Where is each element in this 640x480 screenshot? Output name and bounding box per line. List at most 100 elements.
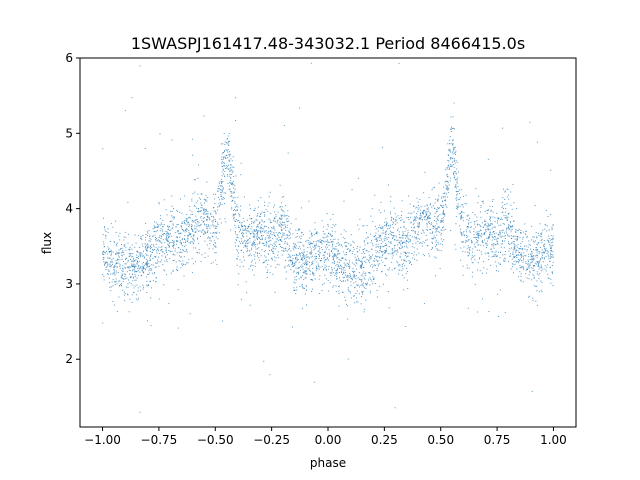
data-point	[430, 224, 432, 226]
data-point	[212, 221, 214, 223]
data-point	[362, 275, 364, 277]
data-point	[399, 264, 401, 266]
data-point	[426, 224, 428, 226]
data-point	[278, 243, 280, 245]
data-point	[385, 242, 387, 244]
data-point	[466, 248, 468, 250]
data-point	[108, 249, 110, 251]
data-point	[538, 264, 540, 266]
data-point	[309, 246, 311, 248]
data-point	[379, 250, 381, 252]
data-point	[497, 217, 499, 219]
data-point	[458, 198, 460, 200]
data-point	[326, 253, 328, 255]
data-point	[460, 247, 462, 249]
data-point	[330, 218, 332, 220]
data-point	[341, 272, 343, 274]
data-point	[448, 155, 450, 157]
data-point	[452, 151, 454, 153]
data-point	[285, 234, 287, 236]
data-point	[191, 211, 193, 213]
data-point	[445, 205, 447, 207]
data-point	[279, 232, 281, 234]
data-point	[158, 265, 160, 267]
data-point	[168, 226, 170, 228]
data-point	[361, 258, 363, 260]
data-point	[224, 150, 226, 152]
data-point	[337, 253, 339, 255]
data-point	[348, 290, 350, 292]
data-point	[472, 271, 474, 273]
data-point	[401, 242, 403, 244]
data-point	[125, 249, 127, 251]
data-point	[380, 259, 382, 261]
data-point	[225, 149, 227, 151]
data-point	[473, 228, 475, 230]
data-point	[435, 198, 437, 200]
data-point	[317, 263, 319, 265]
data-point	[203, 211, 205, 213]
data-point	[543, 258, 545, 260]
data-point	[552, 271, 554, 273]
data-point	[371, 263, 373, 265]
data-point	[412, 243, 414, 245]
data-point	[246, 246, 248, 248]
data-point	[383, 238, 385, 240]
data-point	[171, 227, 173, 229]
data-point	[409, 234, 411, 236]
data-point	[215, 246, 217, 248]
data-point	[286, 214, 288, 216]
data-point	[209, 227, 211, 229]
data-point	[206, 213, 208, 215]
data-point	[385, 225, 387, 227]
data-point	[403, 289, 405, 291]
data-point	[499, 289, 501, 291]
data-point	[183, 222, 185, 224]
data-point	[445, 203, 447, 205]
data-point	[186, 241, 188, 243]
data-point	[222, 158, 224, 160]
data-point	[464, 251, 466, 253]
data-point	[456, 196, 458, 198]
data-point	[127, 267, 129, 269]
data-point	[159, 218, 161, 220]
data-point	[448, 149, 450, 151]
data-point	[392, 255, 394, 257]
data-point	[233, 217, 235, 219]
data-point	[260, 197, 262, 199]
data-point	[132, 276, 134, 278]
data-point	[548, 258, 550, 260]
data-point	[222, 180, 224, 182]
data-point	[286, 227, 288, 229]
data-point	[521, 248, 523, 250]
data-point	[369, 272, 371, 274]
data-point	[535, 300, 537, 302]
data-point	[363, 251, 365, 253]
data-point	[497, 218, 499, 220]
data-point	[186, 230, 188, 232]
data-point	[503, 215, 505, 217]
data-point	[429, 229, 431, 231]
data-point	[259, 221, 261, 223]
data-point	[424, 171, 426, 173]
data-point	[115, 220, 117, 222]
data-point	[346, 265, 348, 267]
data-point	[508, 198, 510, 200]
data-point	[367, 242, 369, 244]
data-point	[364, 273, 366, 275]
data-point	[436, 209, 438, 211]
data-point	[523, 269, 525, 271]
data-point	[381, 232, 383, 234]
data-point	[529, 270, 531, 272]
data-point	[253, 241, 255, 243]
data-point	[182, 238, 184, 240]
data-point	[357, 224, 359, 226]
data-point	[536, 254, 538, 256]
data-point	[405, 235, 407, 237]
data-point	[285, 247, 287, 249]
data-point	[503, 235, 505, 237]
data-point	[124, 278, 126, 280]
data-point	[324, 260, 326, 262]
data-point	[503, 223, 505, 225]
data-point	[275, 267, 277, 269]
